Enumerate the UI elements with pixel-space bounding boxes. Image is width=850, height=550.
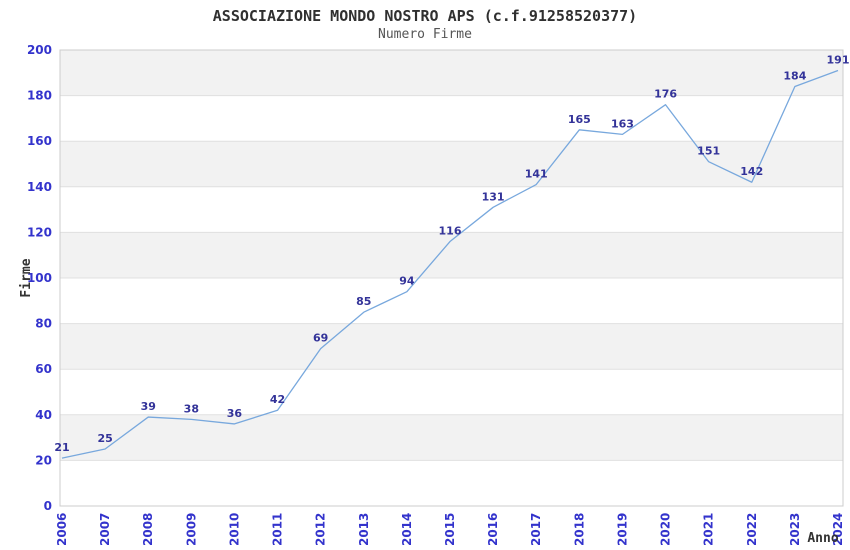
x-tick-label: 2021 [702, 513, 716, 546]
point-label: 151 [697, 145, 720, 158]
y-tick-label: 40 [35, 408, 52, 422]
x-tick-label: 2013 [357, 513, 371, 546]
point-label: 42 [270, 393, 285, 406]
y-tick-label: 160 [27, 134, 52, 148]
y-tick-label: 20 [35, 453, 52, 467]
x-tick-label: 2023 [788, 513, 802, 546]
point-label: 39 [141, 400, 156, 413]
y-tick-label: 140 [27, 180, 52, 194]
x-tick-label: 2008 [141, 513, 155, 546]
y-tick-label: 180 [27, 89, 52, 103]
point-label: 141 [525, 168, 548, 181]
point-label: 142 [740, 165, 763, 178]
x-tick-label: 2018 [572, 513, 586, 546]
y-tick-label: 0 [44, 499, 52, 513]
background-band [60, 50, 843, 96]
point-label: 163 [611, 117, 634, 130]
point-label: 184 [783, 69, 806, 82]
chart-title: ASSOCIAZIONE MONDO NOSTRO APS (c.f.91258… [212, 7, 638, 25]
series-line [61, 69, 839, 459]
point-label: 85 [356, 295, 371, 308]
x-tick-label: 2019 [615, 513, 629, 546]
x-tick-label: 2012 [314, 513, 328, 546]
y-tick-label: 100 [27, 271, 52, 285]
x-tick-label: 2009 [184, 513, 198, 546]
background-band [60, 232, 843, 278]
y-tick-label: 120 [27, 225, 52, 239]
x-tick-label: 2014 [400, 513, 414, 546]
point-label: 116 [439, 225, 462, 238]
x-tick-label: 2006 [55, 513, 69, 546]
y-axis-title: Firme [19, 258, 34, 297]
background-band [60, 141, 843, 187]
x-axis-title: Anno [807, 531, 838, 546]
point-label: 38 [184, 402, 199, 415]
x-tick-label: 2010 [227, 513, 241, 546]
x-tick-label: 2007 [98, 513, 112, 546]
chart-subtitle: Numero Firme [378, 27, 472, 42]
x-tick-label: 2015 [443, 513, 457, 546]
point-label: 36 [227, 407, 243, 420]
point-label: 191 [827, 54, 850, 67]
y-tick-label: 60 [35, 362, 52, 376]
point-label: 176 [654, 88, 677, 101]
x-tick-label: 2024 [831, 513, 845, 546]
y-tick-label: 80 [35, 317, 52, 331]
point-label: 69 [313, 332, 328, 345]
x-tick-label: 2017 [529, 513, 543, 546]
x-tick-label: 2022 [745, 513, 759, 546]
x-tick-label: 2016 [486, 513, 500, 546]
point-label: 94 [399, 275, 415, 288]
plot-border [59, 49, 844, 507]
x-tick-label: 2011 [271, 513, 285, 546]
point-label: 131 [482, 190, 505, 203]
background-band [60, 323, 843, 370]
y-tick-label: 200 [27, 43, 52, 57]
point-label: 165 [568, 113, 591, 126]
x-tick-label: 2020 [659, 513, 673, 546]
point-label: 25 [97, 432, 112, 445]
point-label: 21 [54, 441, 69, 454]
background-band [60, 414, 843, 461]
